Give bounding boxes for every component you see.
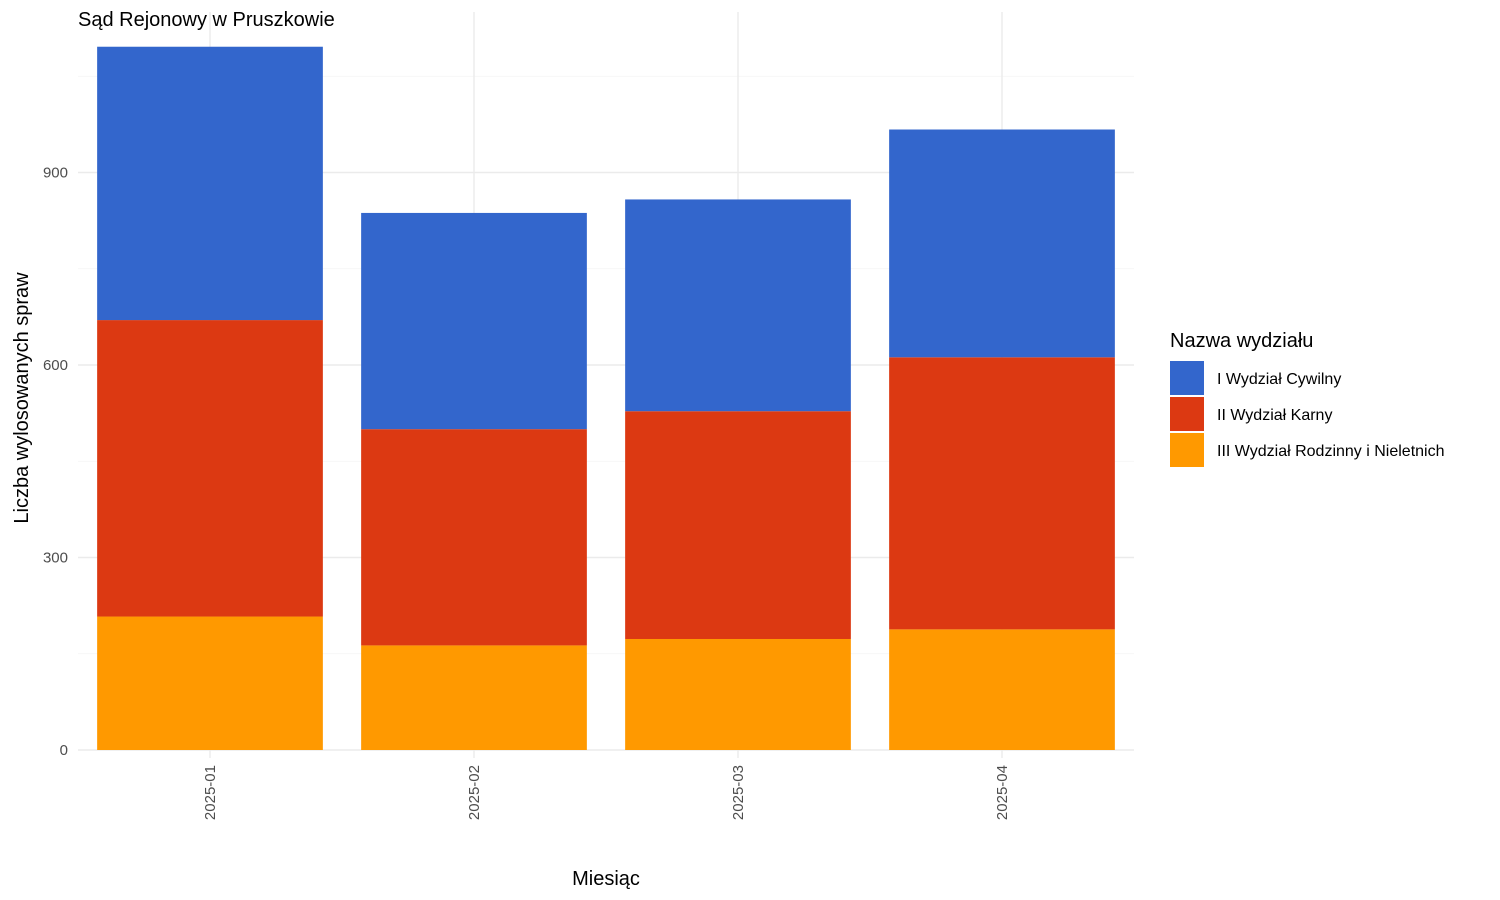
- chart-title: Sąd Rejonowy w Pruszkowie: [78, 9, 335, 31]
- x-tick-label: 2025-04: [994, 765, 1011, 820]
- bar-segment: [889, 357, 1115, 630]
- legend-label: I Wydział Cywilny: [1217, 371, 1341, 388]
- bar-segment: [625, 411, 851, 639]
- y-axis-title: Liczba wylosowanych spraw: [11, 272, 33, 524]
- bar-segment: [889, 129, 1115, 358]
- x-axis-title: Miesiąc: [572, 868, 640, 890]
- legend-swatch: [1170, 397, 1204, 431]
- bar-segment: [361, 212, 587, 430]
- bar-segment: [625, 199, 851, 412]
- bar-segment: [361, 429, 587, 646]
- bar-segment: [625, 638, 851, 750]
- y-tick-label: 900: [43, 165, 68, 182]
- x-tick-label: 2025-03: [730, 765, 747, 820]
- legend-swatch: [1170, 433, 1204, 467]
- y-tick-label: 600: [43, 357, 68, 374]
- bars: [97, 46, 1115, 750]
- x-tick-label: 2025-02: [466, 765, 483, 820]
- x-tick-label: 2025-01: [202, 765, 219, 820]
- bar-segment: [97, 320, 323, 617]
- legend-swatch: [1170, 361, 1204, 395]
- bar-segment: [889, 629, 1115, 750]
- y-tick-label: 300: [43, 550, 68, 567]
- y-tick-label: 0: [60, 742, 68, 759]
- x-axis-ticks: 2025-01 2025-02 2025-03 2025-04: [202, 765, 1011, 820]
- bar-segment: [97, 46, 323, 321]
- legend-title: Nazwa wydziału: [1170, 330, 1313, 352]
- legend-label: II Wydział Karny: [1217, 407, 1332, 424]
- bar-segment: [97, 616, 323, 750]
- legend-label: III Wydział Rodzinny i Nieletnich: [1217, 443, 1445, 460]
- bar-segment: [361, 645, 587, 750]
- legend: Nazwa wydziału I Wydział Cywilny II Wydzi…: [1170, 330, 1445, 467]
- y-axis-ticks: 0 300 600 900: [43, 165, 68, 760]
